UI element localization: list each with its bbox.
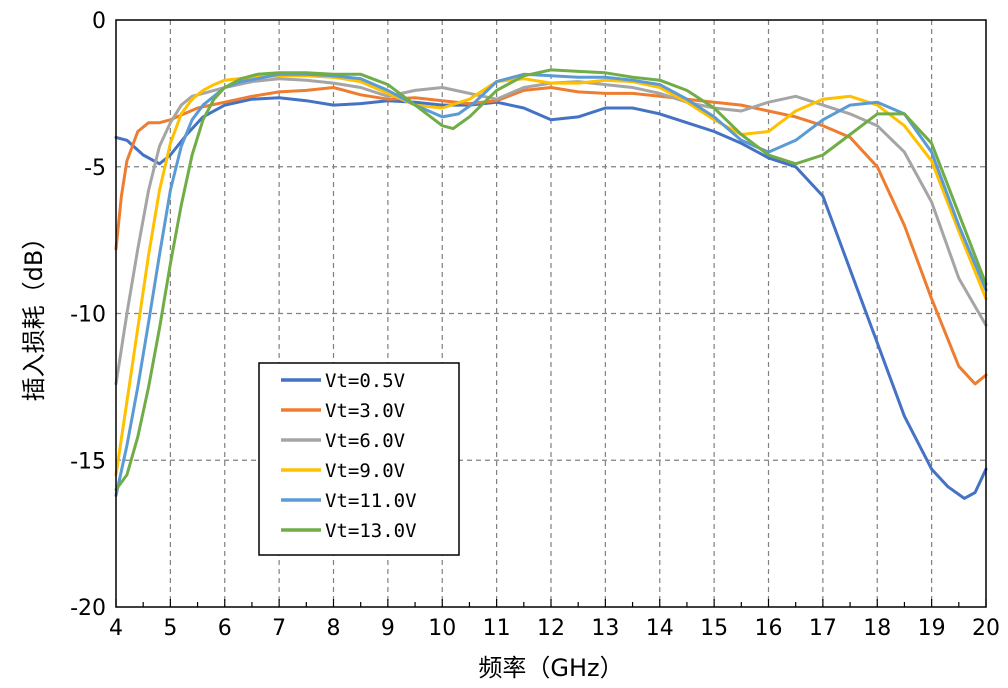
y-tick-label: -15: [70, 449, 106, 474]
x-tick-label: 20: [972, 616, 1000, 641]
x-tick-label: 19: [918, 616, 946, 641]
series-line-5: [114, 72, 988, 497]
y-tick-label: 0: [92, 9, 106, 34]
y-tick-labels: 0 -5 -10 -15 -20: [70, 9, 106, 621]
x-tick-label: 16: [755, 616, 783, 641]
y-tick-label: -5: [84, 156, 106, 181]
x-tick-label: 5: [163, 616, 177, 641]
x-tick-labels: 4 5 6 7 8 9 10 11 12 13 14 15 16 17 18 19 20: [109, 616, 1000, 641]
y-axis-title: 插入损耗（dB）: [20, 226, 48, 402]
series-line-6: [114, 68, 988, 492]
y-tick-label: -20: [70, 596, 106, 621]
legend-label-1: Vt=0.5V: [325, 370, 405, 392]
x-tick-label: 7: [272, 616, 286, 641]
legend-label-3: Vt=6.0V: [325, 430, 405, 452]
series-layer: [114, 68, 988, 500]
grid-lines: [116, 20, 986, 607]
legend-label-2: Vt=3.0V: [325, 400, 405, 422]
legend-label-6: Vt=13.0V: [325, 520, 417, 542]
x-tick-label: 8: [327, 616, 341, 641]
x-tick-label: 6: [218, 616, 232, 641]
minor-ticks: [115, 599, 987, 607]
x-tick-label: 10: [428, 616, 456, 641]
series-line-1: [114, 96, 988, 500]
legend: Vt=0.5V Vt=3.0V Vt=6.0V Vt=9.0V Vt=11.0V Vt=1…: [258, 362, 460, 556]
x-tick-label: 4: [109, 616, 123, 641]
x-tick-label: 11: [483, 616, 511, 641]
x-tick-label: 17: [809, 616, 837, 641]
x-tick-label: 18: [863, 616, 891, 641]
plot-area-frame: [115, 19, 987, 608]
x-tick-label: 12: [537, 616, 565, 641]
x-axis-title: 频率（GHz）: [478, 654, 623, 682]
x-tick-label: 13: [591, 616, 619, 641]
legend-box: [258, 362, 460, 556]
x-tick-label: 14: [646, 616, 674, 641]
legend-label-5: Vt=11.0V: [325, 490, 417, 512]
x-tick-label: 9: [381, 616, 395, 641]
y-tick-label: -10: [70, 303, 106, 328]
legend-label-4: Vt=9.0V: [325, 460, 405, 482]
x-tick-label: 15: [700, 616, 728, 641]
series-line-4: [114, 74, 988, 477]
